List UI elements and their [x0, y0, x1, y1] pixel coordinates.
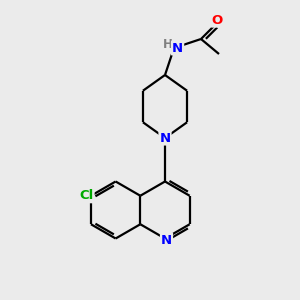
Text: O: O [212, 14, 223, 27]
Text: Cl: Cl [79, 189, 94, 202]
Text: H: H [163, 38, 172, 51]
Text: N: N [159, 131, 171, 145]
Text: N: N [172, 41, 183, 55]
Text: N: N [161, 233, 172, 247]
